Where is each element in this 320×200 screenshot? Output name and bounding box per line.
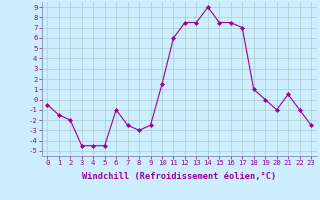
X-axis label: Windchill (Refroidissement éolien,°C): Windchill (Refroidissement éolien,°C)	[82, 172, 276, 181]
